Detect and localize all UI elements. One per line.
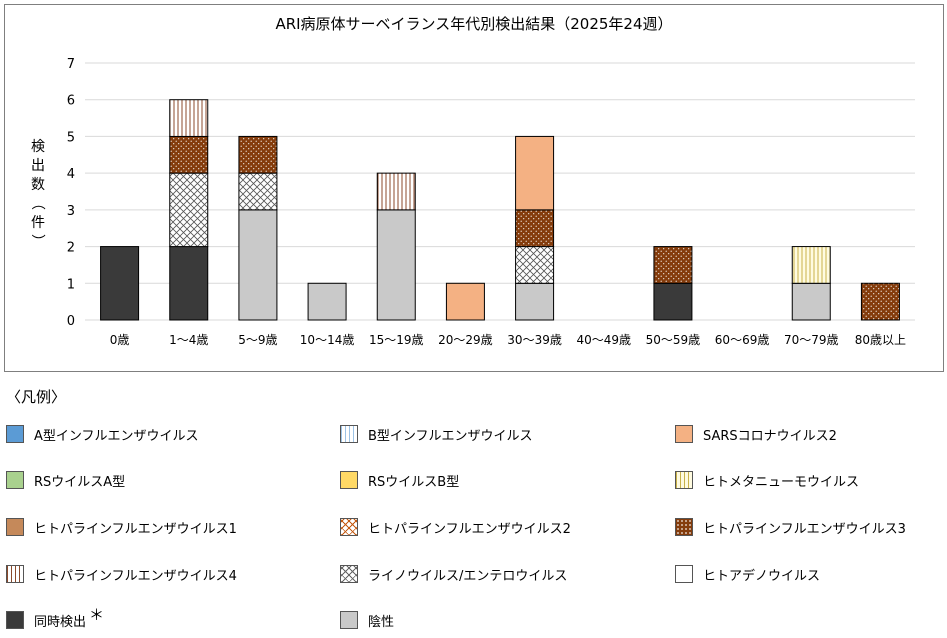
legend-label: ヒトパラインフルエンザウイルス1	[34, 521, 237, 537]
legend-swatch	[340, 425, 358, 443]
x-tick-label: 15～19歳	[369, 333, 424, 347]
legend-label: RSウイルスB型	[368, 474, 460, 490]
legend-item: B型インフルエンザウイルス	[340, 423, 533, 445]
legend-swatch	[675, 565, 693, 583]
bar-segment	[791, 246, 831, 284]
bar-segment	[653, 246, 693, 284]
y-tick-label: 6	[67, 94, 75, 109]
bar-segment	[169, 172, 209, 248]
legend-label: ヒトアデノウイルス	[703, 568, 821, 584]
legend-label: ヒトパラインフルエンザウイルス3	[703, 521, 906, 537]
x-tick-label: 30～39歳	[507, 333, 562, 347]
legend-label: ヒトパラインフルエンザウイルス4	[34, 568, 237, 584]
x-tick-label: 10～14歳	[300, 333, 355, 347]
legend-heading: 〈凡例〉	[6, 388, 67, 406]
y-tick-label: 7	[67, 57, 75, 72]
legend-label: A型インフルエンザウイルス	[34, 428, 199, 444]
y-tick-label: 3	[67, 204, 75, 219]
bar-segment	[860, 282, 900, 321]
legend-swatch	[6, 565, 24, 583]
legend-label: B型インフルエンザウイルス	[368, 428, 533, 444]
bar-segment	[169, 135, 209, 174]
bar-segment	[445, 282, 485, 321]
legend-swatch	[675, 471, 693, 489]
legend-swatch	[340, 611, 358, 629]
legend-item: ライノウイルス/エンテロウイルス	[340, 563, 567, 585]
legend-item: ヒトメタニューモウイルス	[675, 469, 859, 491]
x-tick-label: 70～79歳	[784, 333, 839, 347]
legend-item: 陰性	[340, 609, 394, 631]
x-tick-label: 0歳	[110, 333, 130, 347]
x-tick-labels: 0歳 1～4歳 5～9歳 10～14歳 15～19歳 20～29歳 30～39歳 40～49歳…	[110, 333, 906, 347]
y-tick-label: 4	[67, 167, 75, 182]
legend-swatch	[675, 425, 693, 443]
bar-segment	[238, 209, 278, 321]
y-tick-label: 0	[67, 314, 75, 329]
chart-title: ARI病原体サーベイランス年代別検出結果（2025年24週）	[275, 15, 672, 33]
bar-segment	[100, 246, 140, 321]
y-tick-label: 5	[67, 130, 75, 145]
legend-swatch	[6, 425, 24, 443]
legend-swatch	[6, 518, 24, 536]
legend-item: ヒトパラインフルエンザウイルス4	[6, 563, 237, 585]
legend-swatch	[675, 518, 693, 536]
legend-item: RSウイルスB型	[340, 469, 459, 491]
bar-segment	[515, 246, 555, 284]
bar-segment	[376, 172, 416, 211]
y-axis-label-char: 数	[31, 177, 45, 193]
y-axis-label-char: 件	[31, 215, 45, 231]
legend-item: ヒトアデノウイルス	[675, 563, 820, 585]
legend-item: SARSコロナウイルス2	[675, 423, 837, 445]
bar-segment	[307, 282, 347, 321]
x-tick-label: 5～9歳	[238, 333, 277, 347]
bar-segment	[653, 282, 693, 321]
y-axis-label-char: （	[29, 196, 45, 210]
bar-segment	[515, 135, 555, 211]
legend-swatch	[340, 471, 358, 489]
bar-segment	[238, 172, 278, 211]
legend-label: ライノウイルス/エンテロウイルス	[368, 568, 568, 584]
bar-segment	[238, 135, 278, 174]
legend-swatch	[340, 565, 358, 583]
legend-item: RSウイルスA型	[6, 469, 125, 491]
chart: ARI病原体サーベイランス年代別検出結果（2025年24週） 検出数 （ 件 ） 0 1…	[29, 15, 915, 347]
bar-segment	[376, 209, 416, 321]
legend-label: 同時検出	[34, 614, 87, 630]
x-tick-label: 40～49歳	[576, 333, 631, 347]
x-tick-label: 20～29歳	[438, 333, 493, 347]
x-tick-label: 60～69歳	[715, 333, 770, 347]
bar-segment	[515, 209, 555, 248]
legend-label: SARSコロナウイルス2	[703, 428, 837, 444]
legend-item: ヒトパラインフルエンザウイルス1	[6, 516, 237, 538]
y-tick-label: 1	[67, 277, 75, 292]
legend-swatch	[6, 611, 24, 629]
y-tick-label: 2	[67, 241, 75, 256]
legend-label: RSウイルスA型	[34, 474, 126, 490]
legend-label: ヒトパラインフルエンザウイルス2	[368, 521, 571, 537]
legend-item: 同時検出＊	[6, 606, 104, 631]
x-tick-label: 1～4歳	[169, 333, 208, 347]
chart-frame: ARI病原体サーベイランス年代別検出結果（2025年24週） 検出数 （ 件 ） 0 1…	[4, 4, 944, 372]
y-tick-labels: 0 1 2 3 4 5 6 7	[67, 57, 75, 329]
bar-segment	[169, 246, 209, 321]
legend-swatch	[6, 471, 24, 489]
y-axis-label: 検出数 （ 件 ）	[29, 139, 45, 248]
y-axis-label-char: 検	[31, 139, 45, 155]
y-axis-label-char: 出	[31, 158, 45, 174]
bar-segment	[169, 99, 209, 137]
legend-swatch	[340, 518, 358, 536]
legend-label: 陰性	[368, 614, 395, 630]
y-axis-label-char: ）	[29, 234, 45, 248]
x-tick-label: 50～59歳	[646, 333, 701, 347]
note-mark: ＊	[89, 605, 105, 624]
bars	[100, 99, 900, 321]
legend-label: ヒトメタニューモウイルス	[703, 474, 860, 490]
legend-item: ヒトパラインフルエンザウイルス2	[340, 516, 571, 538]
legend-item: A型インフルエンザウイルス	[6, 423, 199, 445]
gridlines	[85, 62, 915, 321]
legend-item: ヒトパラインフルエンザウイルス3	[675, 516, 906, 538]
x-tick-label: 80歳以上	[855, 333, 906, 347]
bar-segment	[791, 282, 831, 321]
bar-segment	[515, 282, 555, 321]
